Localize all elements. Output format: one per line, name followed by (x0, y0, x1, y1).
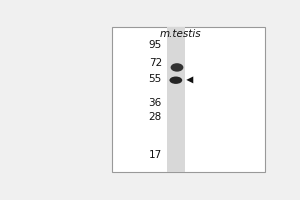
Bar (167, 27, 184, 172)
Text: 55: 55 (148, 74, 162, 84)
Ellipse shape (171, 63, 183, 72)
Bar (112, 27, 266, 172)
Text: 28: 28 (148, 112, 162, 122)
Text: m.testis: m.testis (160, 29, 201, 39)
Polygon shape (186, 76, 193, 83)
Text: 95: 95 (148, 40, 162, 50)
Text: 72: 72 (148, 58, 162, 68)
Text: 36: 36 (148, 98, 162, 108)
Ellipse shape (169, 77, 182, 84)
Text: 17: 17 (148, 150, 162, 160)
